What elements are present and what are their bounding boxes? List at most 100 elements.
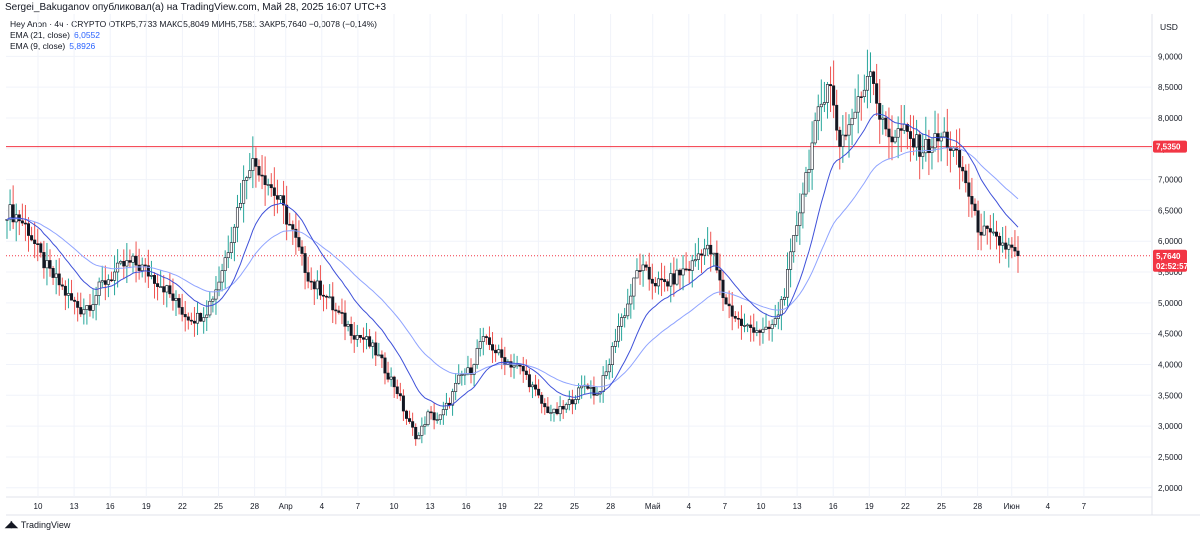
candle-body [11, 204, 15, 223]
candle-body [703, 248, 707, 256]
candle-body [623, 315, 627, 318]
candle-body [684, 268, 688, 271]
candle-body [94, 295, 98, 305]
time-tick-label: 16 [829, 502, 838, 511]
candle-body [543, 403, 547, 408]
candle-body [48, 260, 52, 269]
candle-body [134, 255, 138, 266]
resistance-line [6, 146, 1152, 257]
candle-body [764, 326, 768, 330]
candle-body [994, 231, 998, 237]
candle-body [537, 388, 541, 396]
time-tick-label: 16 [106, 502, 115, 511]
candle-body [472, 364, 476, 375]
candle-body [408, 418, 412, 422]
last-price-tag-bg [1153, 249, 1187, 272]
candle-body [610, 346, 614, 365]
candle-body [23, 222, 27, 225]
candle-body [361, 337, 365, 340]
candle-body [798, 212, 802, 226]
candle-body [478, 341, 482, 349]
candle-body [875, 83, 879, 104]
countdown-tag-label: 02:52:57 [1156, 262, 1189, 271]
candle-body [322, 294, 326, 297]
candle-body [515, 364, 519, 367]
candle-body [690, 260, 694, 271]
candle-body [896, 128, 900, 138]
candle-body [696, 253, 700, 260]
currency-label[interactable]: USD [1160, 22, 1178, 32]
candle-body [303, 253, 307, 273]
candle-body [915, 134, 919, 148]
candle-body [205, 314, 209, 318]
candle-body [257, 166, 261, 176]
candle-body [208, 300, 212, 316]
candle-body [235, 207, 239, 228]
candle-body [196, 312, 200, 324]
candle-body [601, 375, 605, 392]
candle-body [927, 139, 931, 153]
candle-body [100, 280, 104, 283]
candle-body [263, 175, 267, 185]
candle-body [779, 299, 783, 316]
candle-body [226, 252, 230, 259]
candle-body [183, 314, 187, 318]
candle-body [76, 301, 80, 308]
candle-body [79, 307, 83, 315]
candle-body [159, 286, 163, 288]
candle-body [552, 408, 556, 413]
candle-body [128, 260, 132, 263]
price-tick-label: 3,0000 [1158, 422, 1183, 431]
candle-body [982, 225, 986, 236]
candle-body [868, 71, 872, 77]
candle-body [942, 131, 946, 138]
candle-body [491, 344, 495, 351]
candle-body [8, 204, 12, 220]
candle-body [386, 372, 390, 380]
time-tick-label: 25 [570, 502, 579, 511]
candle-body [288, 223, 292, 226]
legend-ema21[interactable]: EMA (21, close) 6,0552 [10, 30, 377, 41]
candle-body [423, 424, 427, 427]
candle-body [678, 269, 682, 276]
candle-body [908, 131, 912, 139]
candle-body [718, 269, 722, 281]
candle-body [260, 174, 264, 177]
candle-body [140, 264, 144, 271]
candle-body [202, 317, 206, 322]
candle-body [838, 129, 842, 147]
tradingview-brand[interactable]: ◢◣ TradingView [5, 519, 70, 530]
time-tick-label: 4 [320, 502, 325, 511]
candle-body [404, 410, 408, 419]
candle-body [918, 134, 922, 157]
time-tick-label: 10 [757, 502, 766, 511]
candle-body [60, 284, 64, 287]
candle-body [564, 404, 568, 410]
candle-body [988, 228, 992, 233]
candle-body [626, 303, 630, 317]
time-tick-label: 19 [865, 502, 874, 511]
candle-body [573, 399, 577, 405]
candle-body [358, 335, 362, 338]
candle-body [653, 282, 657, 287]
candle-body [481, 336, 485, 342]
time-tick-label: 22 [178, 502, 187, 511]
candle-body [315, 280, 319, 290]
ohlc-line: Hey Anon · 4ч · CRYPTO ОТКР5,7733 МАКС5,… [10, 19, 378, 29]
candle-body [638, 270, 642, 272]
candle-body [958, 149, 962, 168]
candle-body [887, 128, 891, 138]
candle-body [282, 195, 286, 206]
candle-body [401, 395, 405, 412]
candle-body [727, 303, 731, 307]
candle-body [309, 280, 313, 283]
candle-body [795, 225, 799, 236]
candle-body [998, 235, 1002, 246]
time-tick-label: 7 [1082, 502, 1087, 511]
candle-body [893, 136, 897, 143]
candle-body [349, 324, 353, 336]
time-tick-label: 10 [34, 502, 43, 511]
candle-body [810, 142, 814, 170]
